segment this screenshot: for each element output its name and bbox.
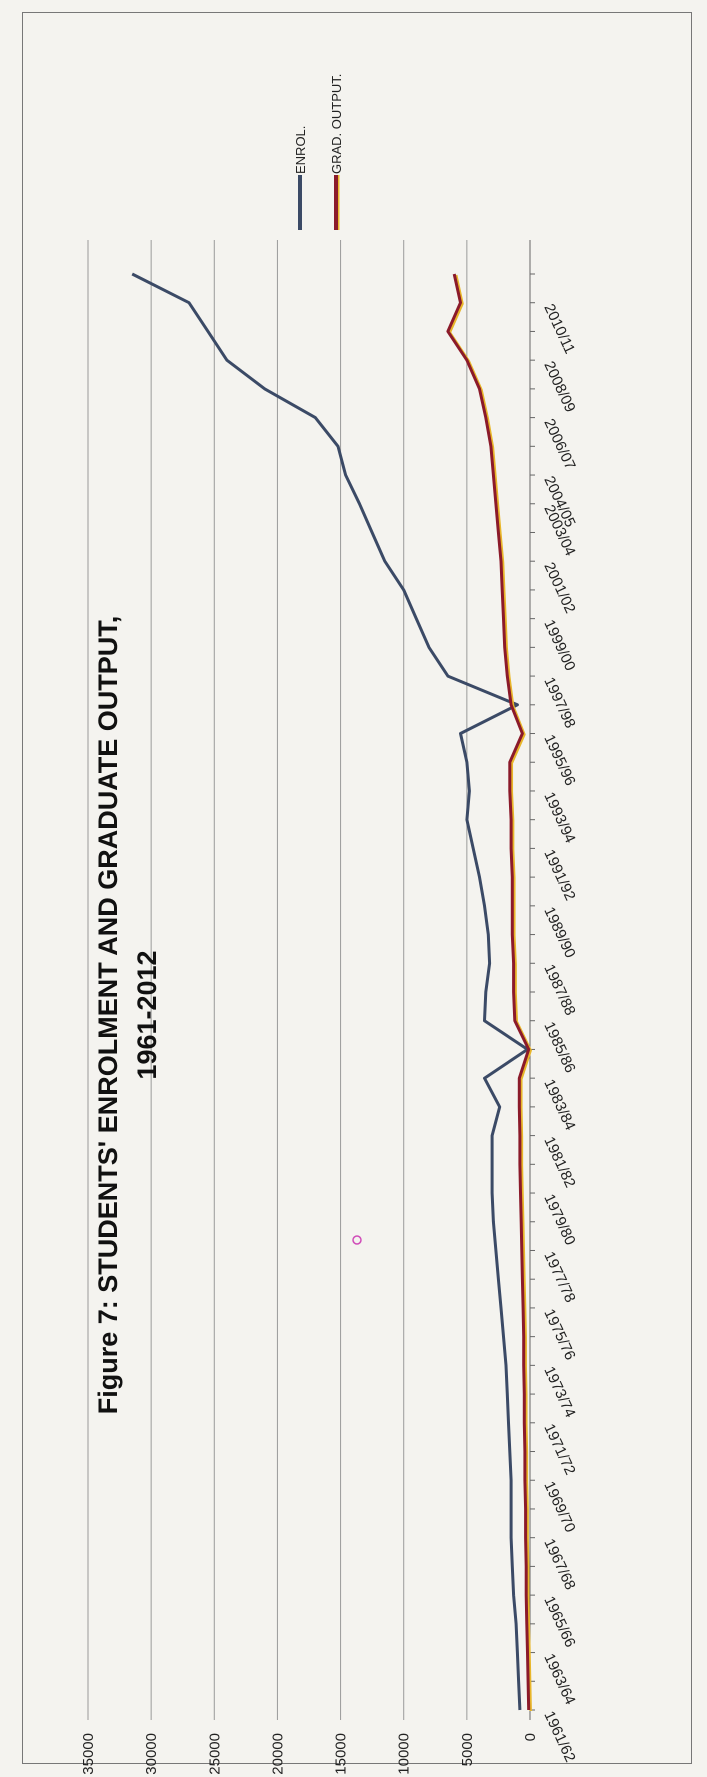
chart-title: Figure 7: STUDENTS' ENROLMENT AND GRADUA… <box>93 616 123 1414</box>
series-shadow-line <box>448 274 532 1712</box>
legend-label: ENROL. <box>293 126 308 174</box>
x-tick-label: 1971/72 <box>540 1421 578 1477</box>
gridlines <box>87 240 531 1720</box>
x-tick-label: 1999/00 <box>540 617 578 673</box>
y-tick-label: 20000 <box>269 1733 286 1775</box>
x-axis <box>530 273 535 1711</box>
x-tick-label: 1995/96 <box>540 732 578 788</box>
x-tick-label: 1975/76 <box>540 1306 578 1362</box>
x-tick-label: 1973/74 <box>540 1364 578 1420</box>
x-tick-label: 1991/92 <box>540 847 578 903</box>
x-tick-label: 1987/88 <box>540 962 578 1018</box>
x-tick-label: 1989/90 <box>540 904 578 960</box>
chart-subtitle: 1961-2012 <box>132 950 162 1079</box>
series-line-enrol <box>131 272 529 1711</box>
x-tick-label: 2010/11 <box>540 301 578 356</box>
x-tick-label: 1969/70 <box>540 1479 578 1535</box>
x-tick-label: 1965/66 <box>540 1594 578 1650</box>
x-tick-label: 2006/07 <box>540 416 578 472</box>
x-tick-label: 1961/62 <box>540 1709 578 1765</box>
x-tick-label: 2008/09 <box>540 359 578 415</box>
x-tick-label: 1981/82 <box>540 1134 578 1190</box>
x-tick-label: 1985/86 <box>540 1019 578 1075</box>
legend: ENROL. GRAD. OUTPUT. <box>293 74 344 230</box>
x-tick-label: 1979/80 <box>540 1192 578 1248</box>
x-tick-label: 1983/84 <box>540 1077 578 1133</box>
series-lines <box>131 272 532 1712</box>
chart-titles: Figure 7: STUDENTS' ENROLMENT AND GRADUA… <box>93 616 362 1414</box>
chart-frame <box>22 12 692 1764</box>
stray-mark <box>352 1235 362 1245</box>
y-axis-ticks: 0 5000 10000 15000 20000 25000 30000 35000 <box>80 1733 539 1775</box>
x-tick-label: 1963/64 <box>540 1651 578 1707</box>
x-tick-label: 1993/94 <box>540 789 578 845</box>
y-tick-label: 10000 <box>396 1733 413 1775</box>
y-tick-label: 5000 <box>459 1733 476 1766</box>
x-tick-label: 1967/68 <box>540 1536 578 1592</box>
x-tick-label: 1977/78 <box>540 1249 578 1305</box>
x-axis-ticks: 1961/621963/641965/661967/681969/701971/… <box>540 301 578 1765</box>
y-tick-label: 15000 <box>333 1733 350 1775</box>
y-tick-label: 30000 <box>143 1733 160 1775</box>
series-line-grad-output <box>446 273 531 1711</box>
x-tick-label: 1997/98 <box>540 675 578 731</box>
y-tick-label: 25000 <box>206 1733 223 1775</box>
y-tick-label: 35000 <box>80 1733 97 1775</box>
x-tick-label: 2001/02 <box>540 560 578 616</box>
y-tick-label: 0 <box>522 1733 539 1741</box>
legend-label: GRAD. OUTPUT. <box>329 74 344 174</box>
